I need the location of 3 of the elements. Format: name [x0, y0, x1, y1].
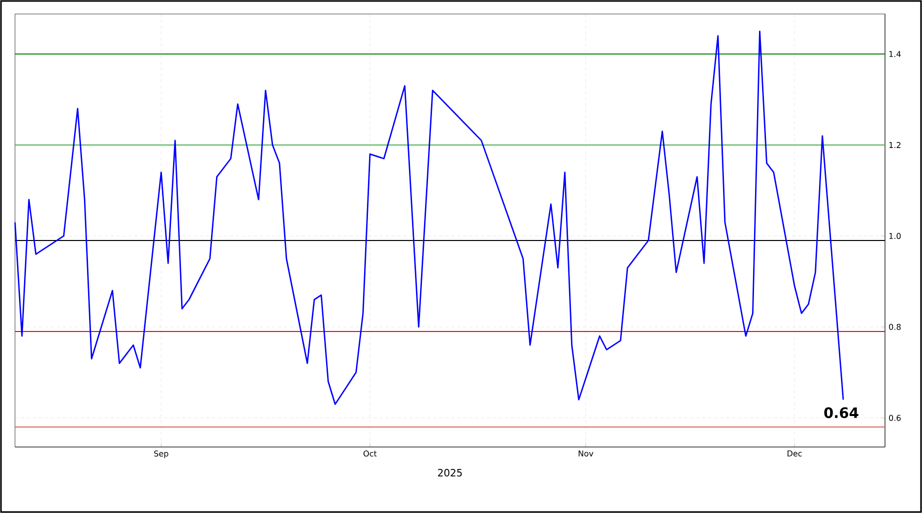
- x-axis-title: 2025: [438, 468, 462, 476]
- line-series: [14, 30, 844, 405]
- annotation: 0.64: [824, 407, 858, 418]
